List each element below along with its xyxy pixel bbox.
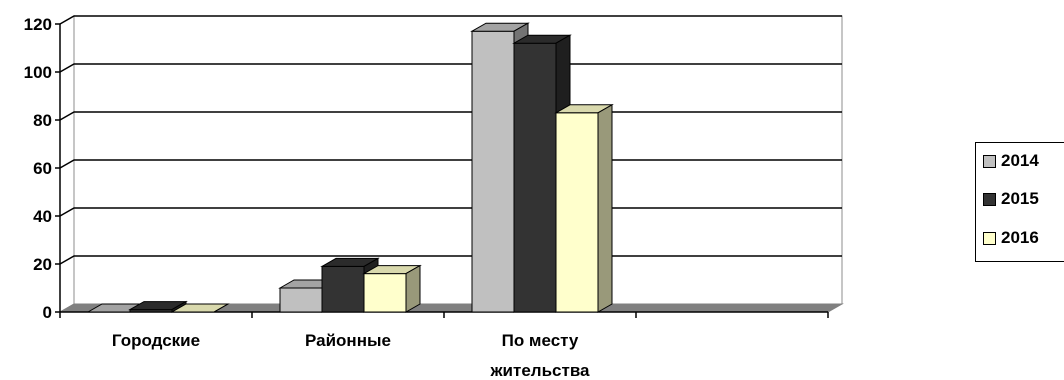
plot-walls <box>58 15 844 313</box>
bar-front <box>279 287 323 313</box>
bar-front <box>363 273 407 313</box>
legend-label-2015: 2015 <box>1001 189 1039 208</box>
x-category-label: Районные <box>305 331 391 350</box>
bar-front <box>471 30 515 313</box>
bar-front <box>555 112 599 313</box>
gridline <box>59 15 842 25</box>
y-tick-label: 20 <box>33 255 52 274</box>
gridline <box>59 63 842 73</box>
bar-2016-2 <box>554 103 614 313</box>
legend-label-2016: 2016 <box>1001 228 1039 247</box>
legend: 2014 2015 2016 <box>975 142 1064 262</box>
legend-label-2014: 2014 <box>1001 151 1039 170</box>
legend-swatch-2015 <box>983 192 996 206</box>
x-category-label: Городские <box>112 331 200 350</box>
axis-labels: 0 20 40 60 80 100 120 Городские Районные По месту… <box>24 15 590 380</box>
y-tick-label: 40 <box>33 207 52 226</box>
bar-side <box>213 303 229 313</box>
bar-front <box>513 42 557 313</box>
legend-swatch-2014 <box>983 154 996 168</box>
y-tick-label: 120 <box>24 15 52 34</box>
bars <box>86 22 614 313</box>
y-tick-label: 100 <box>24 63 52 82</box>
y-tick-label: 60 <box>33 159 52 178</box>
bar-side <box>597 103 613 313</box>
legend-item-2015: 2015 <box>983 189 1039 209</box>
x-category-label: По месту жительства <box>490 331 591 380</box>
bar-front <box>321 265 365 313</box>
bar-2016-0 <box>170 303 230 313</box>
bar-side <box>405 264 421 313</box>
legend-item-2016: 2016 <box>983 228 1039 248</box>
bar-2015-0 <box>128 300 188 313</box>
y-tick-label: 0 <box>43 303 52 322</box>
bar-2016-1 <box>362 264 422 313</box>
legend-swatch-2016 <box>983 231 996 245</box>
legend-item-2014: 2014 <box>983 151 1039 171</box>
y-tick-label: 80 <box>33 111 52 130</box>
